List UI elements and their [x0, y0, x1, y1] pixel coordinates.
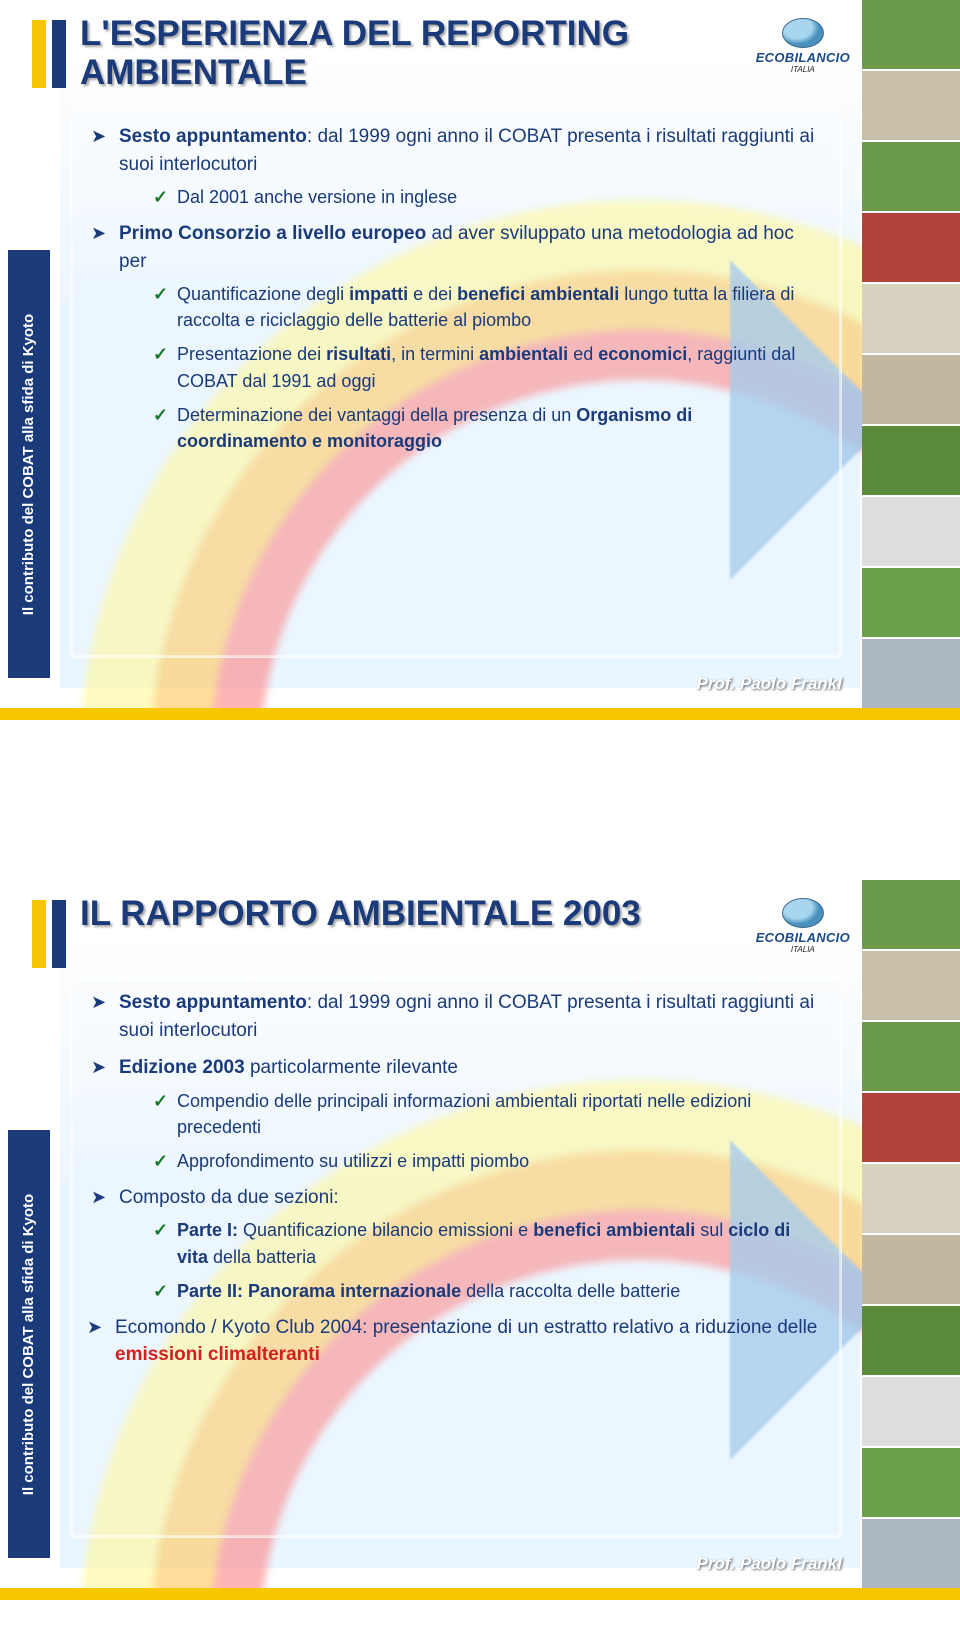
- content-box: Sesto appuntamento: dal 1999 ogni anno i…: [70, 110, 842, 658]
- bullet-strong: Sesto appuntamento: [119, 126, 307, 147]
- t: sul: [695, 1220, 728, 1240]
- bullet-lvl2: Compendio delle principali informazioni …: [153, 1088, 825, 1140]
- t: della batteria: [208, 1247, 316, 1267]
- photo-thumb: [862, 69, 960, 140]
- photo-thumb: [862, 211, 960, 282]
- bullet-lvl2: Approfondimento su utilizzi e impatti pi…: [153, 1148, 825, 1174]
- sidebar-label-bar: Il contributo del COBAT alla sfida di Ky…: [8, 250, 50, 678]
- photo-thumb: [862, 1091, 960, 1162]
- title-accent-bars: [32, 900, 66, 968]
- title-accent-bars: [32, 20, 66, 88]
- bullet-lvl1: Primo Consorzio a livello europeo ad ave…: [91, 220, 825, 454]
- photo-thumb: [862, 353, 960, 424]
- photo-thumb: [862, 1304, 960, 1375]
- t: impatti: [349, 284, 408, 304]
- t: benefici ambientali: [533, 1220, 695, 1240]
- bullet-lvl1: Sesto appuntamento: dal 1999 ogni anno i…: [91, 989, 825, 1044]
- bullet-lvl1: Edizione 2003 particolarmente rilevante …: [91, 1054, 825, 1174]
- bullet-lvl2: Parte II: Panorama internazionale della …: [153, 1278, 825, 1304]
- photo-thumb: [862, 566, 960, 637]
- title-block: IL RAPPORTO AMBIENTALE 2003: [32, 894, 641, 968]
- t: Presentazione dei: [177, 344, 326, 364]
- photo-thumb: [862, 1162, 960, 1233]
- slide-spacer: [0, 720, 960, 880]
- footer-credit: Prof. Paolo Frankl: [697, 1554, 842, 1574]
- t: Parte I:: [177, 1220, 238, 1240]
- logo-name: ECOBILANCIO: [756, 50, 850, 65]
- logo-sub: ITALIA: [756, 65, 850, 74]
- photo-thumb: [862, 1375, 960, 1446]
- bullet-lvl2: Dal 2001 anche versione in inglese: [153, 184, 825, 210]
- bullet-lvl1: Composto da due sezioni: Parte I: Quanti…: [91, 1184, 825, 1304]
- t: ambientali: [479, 344, 568, 364]
- slide-2: Il contributo del COBAT alla sfida di Ky…: [0, 880, 960, 1600]
- logo: ECOBILANCIO ITALIA: [756, 898, 850, 954]
- photo-strip: [862, 0, 960, 708]
- photo-thumb: [862, 0, 960, 69]
- photo-thumb: [862, 1517, 960, 1588]
- globe-icon: [782, 898, 824, 928]
- bullet-text: particolarmente rilevante: [250, 1057, 458, 1078]
- t: Parte II: Panorama internazionale: [177, 1281, 461, 1301]
- bullet-lvl1: Sesto appuntamento: dal 1999 ogni anno i…: [91, 123, 825, 210]
- bullet-strong: Edizione 2003: [119, 1057, 250, 1078]
- t: , in termini: [391, 344, 479, 364]
- t: Quantificazione degli: [177, 284, 349, 304]
- photo-thumb: [862, 1446, 960, 1517]
- bullet-lvl2: Parte I: Quantificazione bilancio emissi…: [153, 1217, 825, 1269]
- bullet-lvl1: Ecomondo / Kyoto Club 2004: presentazion…: [87, 1314, 825, 1369]
- t: risultati: [326, 344, 391, 364]
- t: Determinazione dei vantaggi della presen…: [177, 405, 576, 425]
- t: ed: [568, 344, 598, 364]
- logo: ECOBILANCIO ITALIA: [756, 18, 850, 74]
- bullet-lvl2: Presentazione dei risultati, in termini …: [153, 341, 825, 393]
- t: benefici ambientali: [457, 284, 619, 304]
- t: economici: [598, 344, 687, 364]
- bullet-text: Composto da due sezioni:: [119, 1187, 339, 1208]
- photo-thumb: [862, 637, 960, 708]
- photo-strip: [862, 880, 960, 1588]
- logo-name: ECOBILANCIO: [756, 930, 850, 945]
- slide-title: IL RAPPORTO AMBIENTALE 2003: [80, 894, 641, 933]
- sidebar-label: Il contributo del COBAT alla sfida di Ky…: [21, 1193, 38, 1494]
- t: e dei: [408, 284, 457, 304]
- content-box: Sesto appuntamento: dal 1999 ogni anno i…: [70, 976, 842, 1538]
- bullet-strong: Sesto appuntamento: [119, 992, 307, 1013]
- bullet-lvl2: Quantificazione degli impatti e dei bene…: [153, 281, 825, 333]
- slide-title: L'ESPERIENZA DEL REPORTING AMBIENTALE: [80, 14, 720, 92]
- t: Quantificazione bilancio emissioni e: [238, 1220, 533, 1240]
- bullet-lvl2: Determinazione dei vantaggi della presen…: [153, 402, 825, 454]
- logo-sub: ITALIA: [756, 945, 850, 954]
- photo-thumb: [862, 495, 960, 566]
- photo-thumb: [862, 282, 960, 353]
- t: Ecomondo / Kyoto Club 2004: presentazion…: [115, 1317, 817, 1338]
- photo-thumb: [862, 1020, 960, 1091]
- title-block: L'ESPERIENZA DEL REPORTING AMBIENTALE: [32, 14, 720, 92]
- bullet-strong: Primo Consorzio a livello europeo: [119, 223, 426, 244]
- photo-thumb: [862, 1233, 960, 1304]
- photo-thumb: [862, 140, 960, 211]
- photo-thumb: [862, 880, 960, 949]
- slide-1: Il contributo del COBAT alla sfida di Ky…: [0, 0, 960, 720]
- sidebar-label: Il contributo del COBAT alla sfida di Ky…: [21, 313, 38, 614]
- footer-credit: Prof. Paolo Frankl: [697, 674, 842, 694]
- t: della raccolta delle batterie: [461, 1281, 680, 1301]
- photo-thumb: [862, 949, 960, 1020]
- t-red: emissioni climalteranti: [115, 1344, 320, 1365]
- sidebar-label-bar: Il contributo del COBAT alla sfida di Ky…: [8, 1130, 50, 1558]
- globe-icon: [782, 18, 824, 48]
- photo-thumb: [862, 424, 960, 495]
